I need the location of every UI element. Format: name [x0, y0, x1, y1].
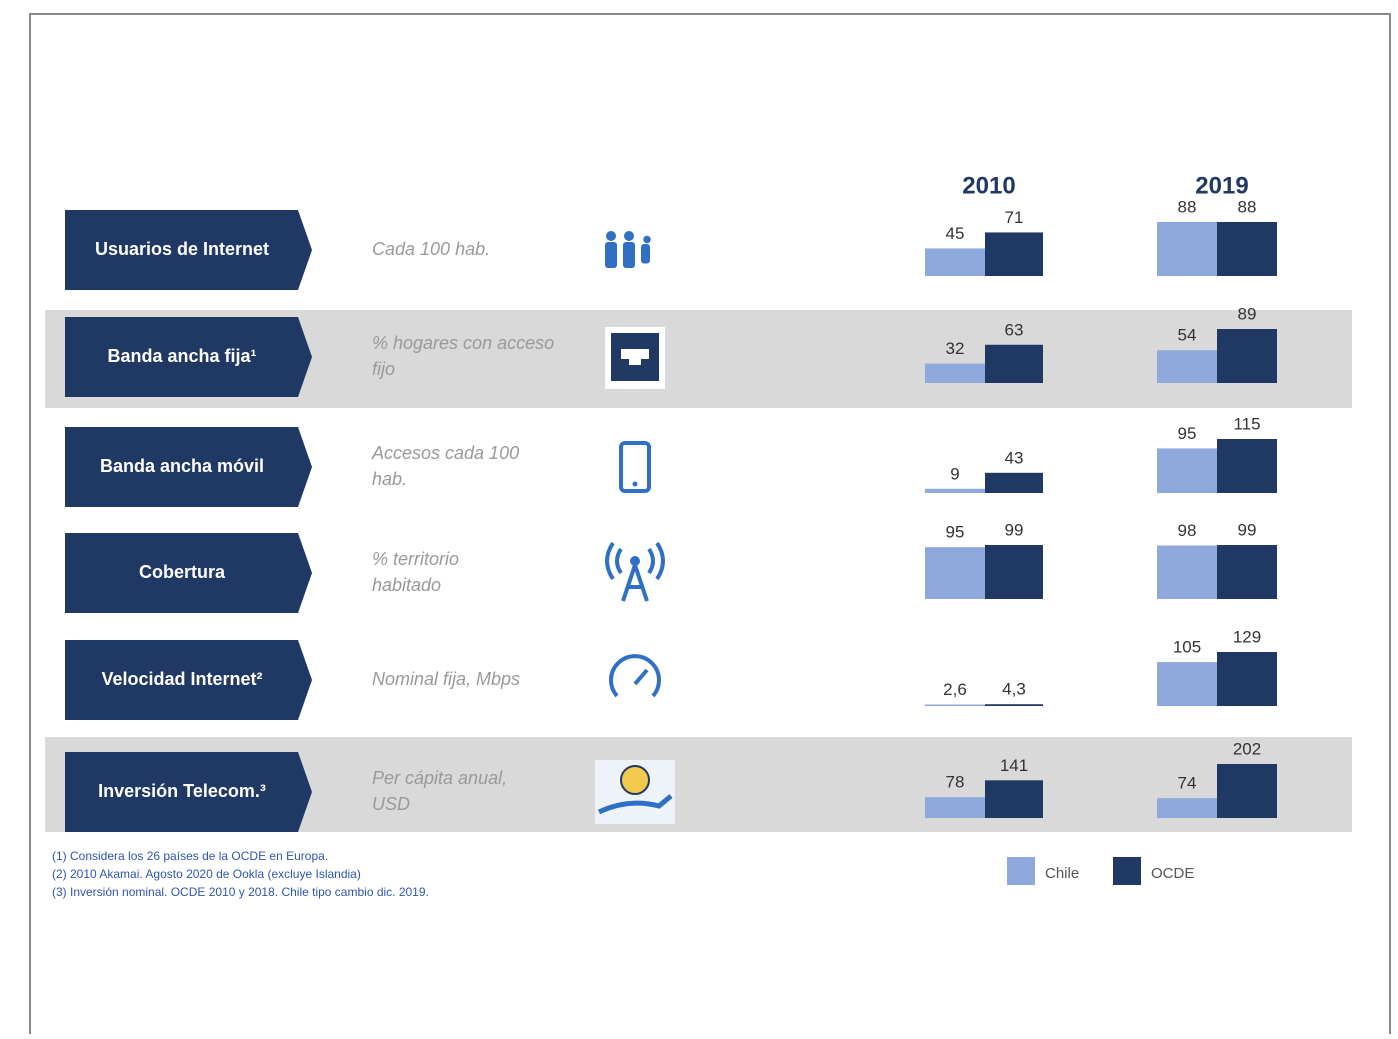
value-label: 4,3	[1002, 680, 1026, 699]
value-label: 89	[1238, 304, 1257, 323]
icon-part	[620, 765, 650, 795]
value-label: 45	[946, 224, 965, 243]
value-label: 99	[1238, 520, 1257, 539]
icon-part	[632, 481, 638, 487]
bar	[1217, 652, 1277, 706]
icon-part	[624, 231, 634, 241]
legend-label: Chile	[1045, 865, 1079, 882]
icon-part	[609, 654, 661, 698]
value-label: 88	[1238, 197, 1257, 216]
icon-part	[597, 794, 673, 815]
value-label: 2,6	[943, 680, 967, 699]
row-label-arrow	[65, 533, 312, 613]
bar	[985, 344, 1043, 383]
bar	[925, 488, 985, 493]
icon-part	[643, 235, 651, 244]
row-description: Accesos cada 100 hab.	[371, 443, 519, 489]
bar	[925, 704, 985, 706]
bar	[925, 363, 985, 383]
row-label-arrow	[65, 640, 312, 720]
icon-part	[619, 441, 651, 493]
value-label: 202	[1233, 739, 1261, 758]
bar	[985, 472, 1043, 493]
bar	[1217, 764, 1277, 818]
row-label: Inversión Telecom.³	[98, 781, 266, 801]
icon-part	[621, 564, 649, 602]
bar	[985, 545, 1043, 599]
legend-label: OCDE	[1151, 865, 1194, 882]
row-label-arrow	[65, 210, 312, 290]
icon-part	[606, 231, 616, 241]
bar	[1217, 222, 1277, 276]
icon	[619, 441, 651, 493]
icon-part	[633, 668, 649, 686]
footnote: (1) Considera los 26 países de la OCDE e…	[52, 849, 328, 863]
bar	[1217, 329, 1277, 383]
year-header: 2010	[962, 172, 1015, 199]
value-label: 88	[1178, 197, 1197, 216]
bar	[985, 232, 1043, 276]
bar	[985, 780, 1043, 818]
row-label-arrow	[65, 427, 312, 507]
legend-swatch	[1007, 857, 1035, 885]
row-label-arrow	[65, 752, 312, 832]
bar	[1217, 439, 1277, 493]
icon-part	[630, 556, 640, 566]
icon	[609, 654, 661, 698]
value-label: 78	[946, 773, 965, 792]
bar	[985, 704, 1043, 706]
legend-swatch	[1113, 857, 1141, 885]
icon-part	[641, 244, 650, 264]
row-description: % hogares con acceso fijo	[372, 333, 554, 379]
bar	[925, 797, 985, 818]
row-description: Per cápita anual, USD	[372, 768, 507, 814]
row-label: Banda ancha móvil	[100, 456, 264, 476]
value-label: 141	[1000, 756, 1028, 775]
value-label: 43	[1005, 448, 1024, 467]
icon	[605, 541, 665, 602]
value-label: 129	[1233, 627, 1261, 646]
bar	[1157, 545, 1217, 599]
row-label: Banda ancha fija¹	[107, 346, 256, 366]
value-label: 32	[946, 339, 965, 358]
row-label: Velocidad Internet²	[101, 669, 262, 689]
value-label: 95	[946, 523, 965, 542]
row-description: % territorio habitado	[372, 549, 459, 595]
icon-part	[605, 242, 617, 268]
row-label: Usuarios de Internet	[95, 239, 269, 259]
row-description: Cada 100 hab.	[372, 239, 490, 259]
row-description: Nominal fija, Mbps	[372, 669, 520, 689]
icon-part	[623, 242, 635, 268]
value-label: 115	[1233, 414, 1260, 433]
value-label: 98	[1178, 521, 1197, 540]
bar	[1157, 350, 1217, 383]
bar	[1157, 448, 1217, 493]
row-label: Cobertura	[139, 562, 226, 582]
year-header: 2019	[1195, 172, 1248, 199]
value-label: 63	[1005, 320, 1024, 339]
bar	[1157, 662, 1217, 706]
row-label-arrow	[65, 317, 312, 397]
icon	[605, 231, 651, 268]
frame	[29, 13, 1391, 1039]
value-label: 9	[950, 464, 959, 483]
bar	[1217, 545, 1277, 599]
value-label: 105	[1173, 638, 1201, 657]
value-label: 71	[1005, 208, 1024, 227]
bar	[1157, 798, 1217, 818]
value-label: 74	[1178, 774, 1197, 793]
footnote: (3) Inversión nominal. OCDE 2010 y 2018.…	[52, 885, 429, 899]
bar	[925, 248, 985, 276]
bar	[925, 547, 985, 599]
bar	[1157, 222, 1217, 276]
value-label: 54	[1178, 326, 1197, 345]
value-label: 95	[1178, 424, 1197, 443]
icon-part	[621, 349, 649, 365]
icon	[595, 760, 675, 824]
icon	[605, 327, 665, 389]
value-label: 99	[1005, 520, 1024, 539]
icon-part	[605, 541, 665, 581]
footnote: (2) 2010 Akamai. Agosto 2020 de Ookla (e…	[52, 867, 361, 881]
